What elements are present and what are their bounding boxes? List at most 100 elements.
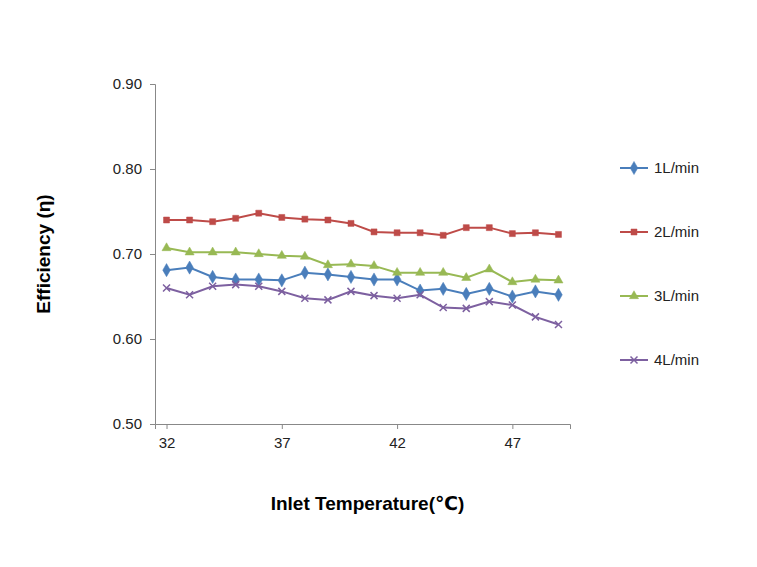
point-marker	[369, 261, 378, 269]
point-marker	[209, 283, 216, 290]
x-tick-label: 37	[274, 434, 291, 451]
x-tick-mark	[282, 424, 283, 429]
legend-symbol	[631, 357, 638, 364]
y-tick-mark	[150, 424, 155, 425]
x-axis: 32 37 42 47	[156, 424, 571, 451]
x-tick-label: 32	[159, 434, 176, 451]
point-marker	[323, 260, 332, 268]
point-marker	[187, 217, 193, 223]
series-line	[167, 285, 559, 325]
point-marker	[254, 249, 263, 257]
legend: 1L/min2L/min3L/min4L/min	[620, 159, 699, 368]
x-tick-label: 42	[389, 434, 406, 451]
y-tick: 0.70	[113, 245, 155, 262]
point-marker	[554, 275, 563, 283]
point-marker	[186, 291, 193, 298]
point-marker	[301, 266, 309, 279]
point-marker	[301, 295, 308, 302]
point-marker	[463, 305, 470, 312]
y-tick-label: 0.70	[113, 245, 142, 262]
point-marker	[509, 302, 516, 309]
point-marker	[486, 225, 492, 231]
y-tick-label: 0.90	[113, 75, 142, 92]
legend-symbol	[631, 229, 637, 235]
point-marker	[163, 285, 170, 292]
point-marker	[209, 270, 217, 283]
point-marker	[346, 259, 355, 267]
point-marker	[208, 247, 217, 255]
legend-symbol	[630, 161, 638, 174]
point-marker	[186, 261, 194, 274]
x-tick: 37	[274, 424, 291, 451]
x-axis-line	[156, 425, 571, 430]
point-marker	[325, 217, 331, 223]
point-marker	[231, 247, 240, 255]
point-marker	[394, 295, 401, 302]
y-tick-mark	[150, 169, 155, 170]
point-marker	[278, 274, 286, 287]
legend-symbol	[629, 291, 638, 299]
point-marker	[210, 219, 216, 225]
point-marker	[163, 264, 171, 277]
point-marker	[277, 250, 286, 258]
x-tick-mark	[167, 424, 168, 429]
x-axis-title: Inlet Temperature(℃)	[271, 493, 465, 514]
point-marker	[532, 285, 540, 298]
y-axis-title: Efficiency (η)	[33, 194, 54, 313]
point-marker	[555, 231, 561, 237]
y-axis-line	[150, 85, 156, 425]
point-marker	[463, 225, 469, 231]
point-marker	[279, 214, 285, 220]
point-marker	[256, 210, 262, 216]
point-marker	[486, 298, 493, 305]
series-line	[167, 248, 559, 282]
y-tick: 0.80	[113, 160, 155, 177]
point-marker	[440, 304, 447, 311]
point-marker	[232, 281, 239, 288]
y-tick-mark	[150, 339, 155, 340]
y-tick-label: 0.60	[113, 330, 142, 347]
series-line	[167, 213, 559, 235]
point-marker	[348, 220, 354, 226]
point-marker	[417, 230, 423, 236]
point-marker	[439, 282, 447, 295]
point-marker	[416, 267, 425, 275]
point-marker	[233, 215, 239, 221]
point-marker	[485, 264, 494, 272]
legend-label: 2L/min	[654, 223, 699, 240]
point-marker	[324, 296, 331, 303]
y-tick-label: 0.80	[113, 160, 142, 177]
legend-label: 1L/min	[654, 159, 699, 176]
point-marker	[462, 273, 471, 281]
point-marker	[439, 267, 448, 275]
y-tick: 0.90	[113, 75, 155, 92]
point-marker	[555, 288, 563, 301]
x-tick: 47	[505, 424, 522, 451]
point-marker	[394, 230, 400, 236]
point-marker	[324, 268, 332, 281]
legend-label: 4L/min	[654, 351, 699, 368]
series-line	[167, 268, 559, 297]
point-marker	[508, 277, 517, 285]
y-tick-label: 0.50	[113, 415, 142, 432]
point-marker	[347, 288, 354, 295]
point-marker	[555, 321, 562, 328]
point-marker	[440, 232, 446, 238]
point-marker	[509, 231, 515, 237]
point-marker	[185, 247, 194, 255]
point-marker	[347, 270, 355, 283]
x-tick-label: 47	[505, 434, 522, 451]
point-marker	[278, 288, 285, 295]
point-marker	[162, 243, 171, 251]
y-tick-mark	[150, 254, 155, 255]
point-marker	[393, 267, 402, 275]
point-marker	[255, 283, 262, 290]
x-tick-mark	[397, 424, 398, 429]
point-marker	[532, 313, 539, 320]
point-marker	[531, 274, 540, 282]
y-tick: 0.60	[113, 330, 155, 347]
x-tick: 32	[159, 424, 176, 451]
point-marker	[370, 273, 378, 286]
point-marker	[371, 229, 377, 235]
x-tick: 42	[389, 424, 406, 451]
